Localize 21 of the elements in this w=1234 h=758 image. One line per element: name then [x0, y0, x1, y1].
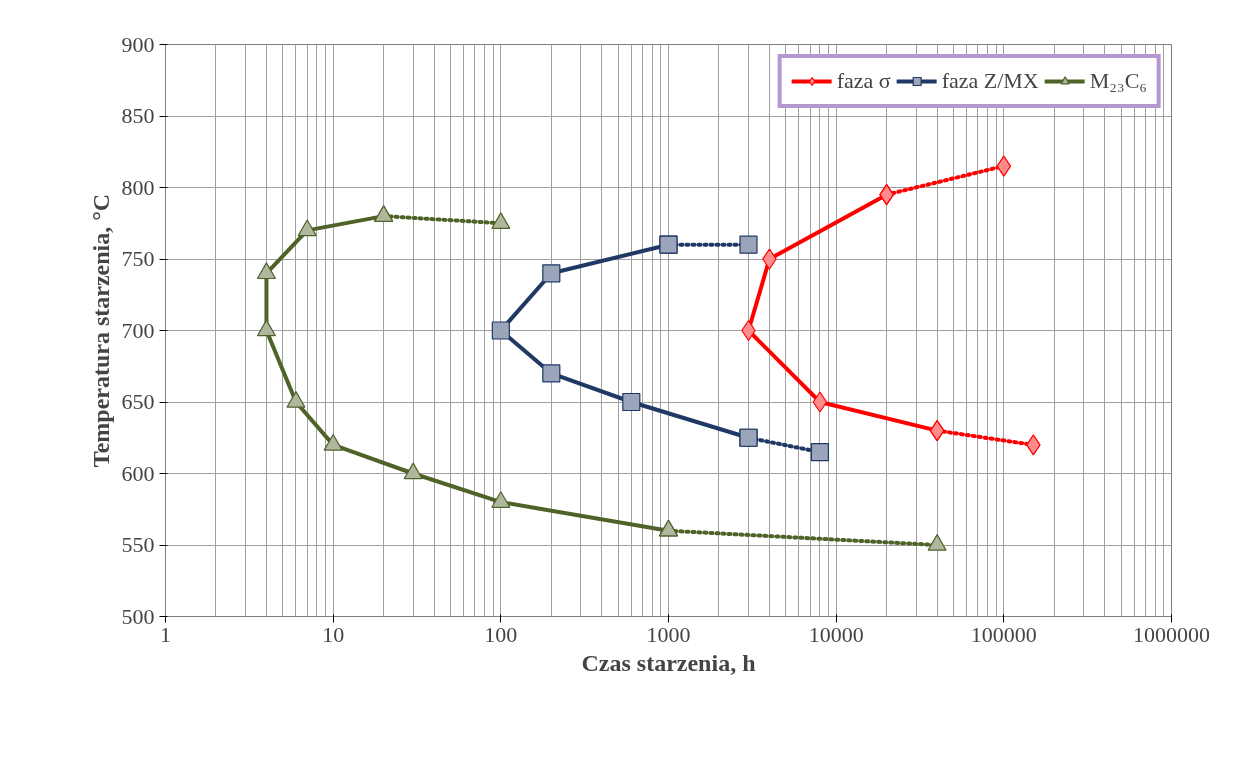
legend-label: faza σ [836, 68, 891, 94]
y-tick-label: 800 [121, 174, 155, 200]
x-tick-label: 1 [160, 621, 171, 647]
legend-label: faza Z/MX [941, 68, 1039, 94]
y-tick-label: 750 [121, 246, 155, 271]
x-tick-label: 1000 [646, 621, 691, 647]
x-tick-label: 10 [322, 621, 345, 647]
x-axis-title: Czas starzenia, h [581, 649, 756, 676]
x-tick-label: 1000000 [1133, 621, 1210, 647]
y-tick-label: 700 [121, 317, 155, 343]
y-tick-label: 850 [121, 103, 155, 128]
y-tick-label: 600 [121, 460, 155, 486]
y-axis-title: Temperatura starzenia, °C [87, 193, 114, 468]
x-tick-label: 100 [484, 621, 518, 647]
y-tick-label: 550 [121, 532, 155, 557]
x-tick-label: 10000 [808, 621, 864, 647]
x-tick-label: 100000 [970, 621, 1037, 647]
y-tick-label: 650 [121, 389, 155, 414]
legend-label: M₂₃C₆ [1089, 68, 1147, 94]
y-tick-label: 500 [121, 603, 155, 629]
y-tick-label: 900 [121, 31, 155, 57]
